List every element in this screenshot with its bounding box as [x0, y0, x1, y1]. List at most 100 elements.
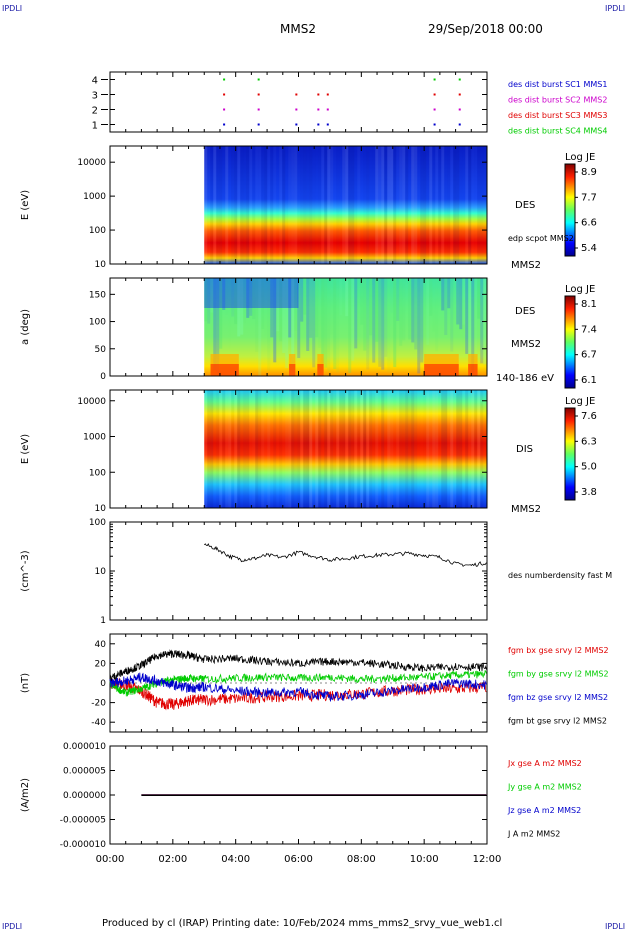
field-component-line — [109, 649, 487, 681]
spectrogram-column — [432, 278, 435, 332]
spectrogram-column — [435, 146, 439, 264]
spectrogram-column — [348, 278, 352, 373]
spectrogram-column — [324, 390, 328, 508]
spectrogram-column — [285, 278, 289, 369]
spectrogram-column — [468, 146, 472, 264]
burst-marker — [326, 108, 329, 111]
spectrogram-column — [213, 278, 217, 371]
spectrogram-column — [471, 278, 475, 374]
corner-label-bottom-right: IPDLI — [605, 922, 626, 931]
y-tick-label: 2 — [92, 106, 98, 117]
spectrogram-column — [342, 146, 346, 264]
spectrogram-column — [468, 390, 471, 508]
spectrogram-column — [408, 390, 412, 508]
spectrogram-column — [351, 278, 355, 361]
spectrogram-column — [453, 278, 456, 319]
spectrogram-column — [483, 146, 487, 264]
legend-entry: fgm bx gse srvy l2 MMS2 — [508, 646, 609, 655]
y-tick-label: 10000 — [77, 397, 106, 407]
spectrogram-column — [300, 146, 304, 264]
spectrogram-column — [252, 390, 256, 508]
spectrogram-column — [210, 390, 214, 508]
spectrogram-column — [264, 390, 267, 508]
spectrogram-column — [273, 390, 277, 508]
spectrogram-column — [249, 278, 253, 316]
legend-entry: des numberdensity fast M — [508, 571, 612, 580]
spectrogram-column — [393, 390, 396, 508]
legend-entry: Jx gse A m2 MMS2 — [507, 759, 582, 768]
spectrogram-column — [216, 278, 220, 374]
x-tick-label: 00:00 — [96, 854, 125, 865]
spectrogram-column — [435, 278, 439, 352]
y-tick-label: 0.000010 — [63, 742, 106, 752]
spectrogram-column — [303, 146, 307, 264]
spectrogram-column — [213, 390, 216, 508]
spectrogram-column — [360, 278, 364, 325]
spectrogram-column — [378, 390, 381, 508]
spectrogram-column — [369, 390, 373, 508]
spectrogram-column — [375, 146, 379, 264]
spectrogram-column — [258, 278, 262, 376]
spectrogram-column — [480, 278, 484, 364]
corner-label-top-left: IPDLI — [2, 4, 23, 13]
spectrogram-column — [330, 390, 334, 508]
legend-entry: des dist burst SC4 MMS4 — [508, 127, 607, 136]
spectrogram-column — [342, 278, 345, 363]
field-component-line — [109, 672, 487, 702]
spectrogram-column — [204, 146, 208, 264]
spectrogram-column — [480, 390, 484, 508]
spectrogram-column — [354, 146, 357, 264]
spectrogram-column — [387, 146, 391, 264]
spectrogram-column — [447, 278, 451, 309]
spectrogram-field — [204, 390, 487, 508]
spectrogram-column — [297, 146, 300, 264]
legend-entry: Jy gse A m2 MMS2 — [507, 783, 582, 792]
burst-marker — [458, 78, 461, 81]
date-title: 29/Sep/2018 00:00 — [428, 22, 543, 36]
y-tick-label: 0.000000 — [63, 791, 106, 801]
panel-5-frame — [109, 521, 488, 621]
colorbar-tick-label: 6.3 — [581, 436, 597, 447]
spectrogram-column — [351, 390, 355, 508]
spectrogram-column — [312, 146, 316, 264]
spectrogram-column — [339, 390, 343, 508]
spectrogram-column — [429, 146, 433, 264]
spectrogram-column — [207, 390, 211, 508]
spectrogram-column — [357, 278, 360, 349]
spectrogram-column — [441, 146, 445, 264]
burst-marker — [317, 108, 320, 111]
corner-label-bottom-left: IPDLI — [2, 922, 23, 931]
spectrogram-column — [330, 146, 334, 264]
spectrogram-column — [345, 278, 349, 317]
y-tick-label: 10 — [95, 567, 107, 577]
spectrogram-column — [381, 278, 385, 370]
spectrogram-column — [336, 278, 340, 373]
spectrogram-column — [273, 146, 276, 264]
spectrogram-band — [204, 278, 299, 308]
spectrogram-column — [438, 390, 441, 508]
spectrogram-column — [372, 390, 375, 508]
spectrogram-column — [426, 278, 430, 345]
spectrogram-column — [324, 278, 328, 368]
y-tick-label: 3 — [92, 91, 98, 102]
spectrogram-column — [423, 390, 426, 508]
density-line — [204, 543, 487, 567]
spectrogram-column — [276, 278, 280, 332]
spectrogram-column — [429, 390, 432, 508]
spectrogram-column — [219, 390, 223, 508]
spectrogram-column — [381, 390, 385, 508]
spectrogram-3 — [204, 278, 490, 376]
spectrogram-column — [405, 146, 409, 264]
spectrogram-column — [390, 390, 393, 508]
spectrogram-column — [315, 390, 319, 508]
legend-entry: fgm bt gse srvy l2 MMS2 — [508, 717, 607, 726]
spectrogram-column — [486, 278, 490, 321]
y-tick-label: 1 — [100, 616, 106, 626]
burst-marker — [295, 93, 298, 96]
spectrogram-column — [261, 278, 265, 329]
spectrogram-column — [432, 390, 436, 508]
spectrogram-column — [429, 278, 433, 316]
colorbar-tick-label: 6.7 — [581, 350, 597, 361]
spectrogram-column — [354, 390, 358, 508]
spectrogram-column — [213, 146, 217, 264]
